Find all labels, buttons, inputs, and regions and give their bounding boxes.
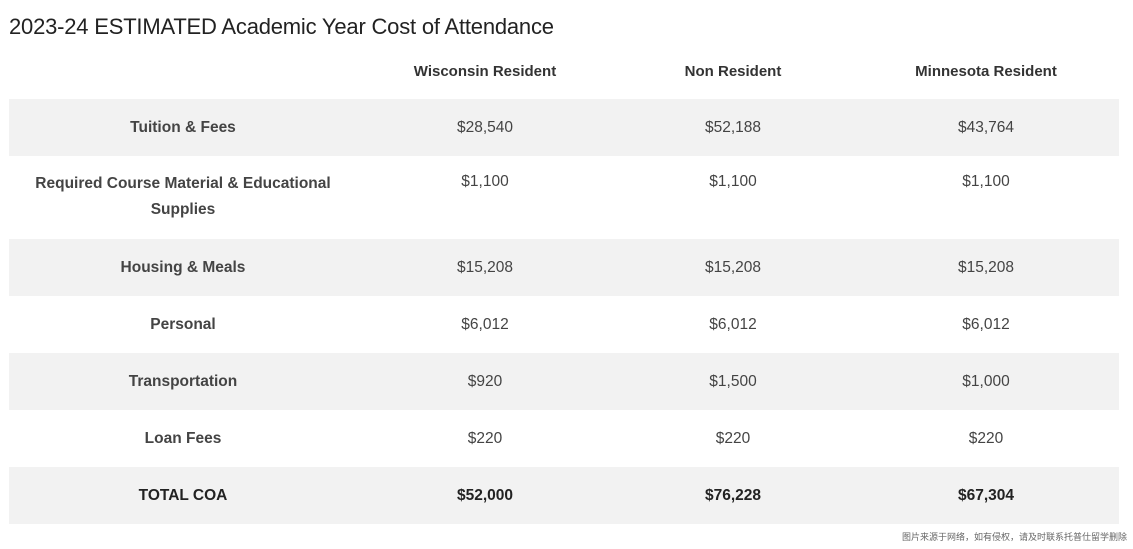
cell-minnesota: $220 [968, 429, 1004, 447]
header-empty-cell [9, 44, 357, 99]
cell-non-resident: $15,208 [613, 239, 853, 296]
table-row-transportation: Transportation $920 $1,500 $1,000 [9, 353, 1119, 410]
table-row-loan-fees: Loan Fees $220 $220 $220 [9, 410, 1119, 467]
total-wisconsin: $52,000 [357, 467, 613, 524]
table-row-personal: Personal $6,012 $6,012 $6,012 [9, 296, 1119, 353]
source-watermark: 图片来源于网络，如有侵权，请及时联系托普仕留学删除 [901, 532, 1127, 542]
cell-non-resident: $52,188 [613, 99, 853, 156]
row-label: Housing & Meals [9, 239, 357, 296]
row-label: Required Course Material & Educational S… [35, 175, 331, 218]
cell-non-resident: $6,012 [709, 315, 757, 333]
row-label: Loan Fees [144, 429, 222, 447]
cell-non-resident: $1,100 [709, 173, 757, 190]
cell-minnesota: $1,000 [853, 353, 1119, 410]
header-non-resident: Non Resident [684, 63, 782, 80]
table-row-housing-meals: Housing & Meals $15,208 $15,208 $15,208 [9, 239, 1119, 296]
total-minnesota: $67,304 [853, 467, 1119, 524]
cost-of-attendance-table: Wisconsin Resident Non Resident Minnesot… [9, 44, 1119, 524]
row-label: Personal [150, 315, 216, 333]
cell-non-resident: $220 [715, 429, 751, 447]
table-row-course-material: Required Course Material & Educational S… [9, 156, 1119, 239]
cell-wisconsin: $220 [467, 429, 503, 447]
table-header-row: Wisconsin Resident Non Resident Minnesot… [9, 44, 1119, 99]
row-label: Tuition & Fees [9, 99, 357, 156]
table-row-total-coa: TOTAL COA $52,000 $76,228 $67,304 [9, 467, 1119, 524]
cell-minnesota: $15,208 [853, 239, 1119, 296]
cell-wisconsin: $1,100 [461, 173, 509, 190]
cell-non-resident: $1,500 [613, 353, 853, 410]
total-label: TOTAL COA [9, 467, 357, 524]
table-row-tuition-fees: Tuition & Fees $28,540 $52,188 $43,764 [9, 99, 1119, 156]
cell-wisconsin: $15,208 [357, 239, 613, 296]
cell-wisconsin: $28,540 [357, 99, 613, 156]
total-non-resident: $76,228 [613, 467, 853, 524]
header-wisconsin-resident: Wisconsin Resident [413, 63, 557, 80]
header-minnesota-resident: Minnesota Resident [915, 63, 1057, 80]
cell-wisconsin: $920 [357, 353, 613, 410]
row-label: Transportation [9, 353, 357, 410]
cell-minnesota: $1,100 [962, 173, 1010, 190]
cell-minnesota: $43,764 [853, 99, 1119, 156]
cell-wisconsin: $6,012 [461, 315, 509, 333]
page-title: 2023-24 ESTIMATED Academic Year Cost of … [9, 14, 554, 39]
cell-minnesota: $6,012 [962, 315, 1010, 333]
